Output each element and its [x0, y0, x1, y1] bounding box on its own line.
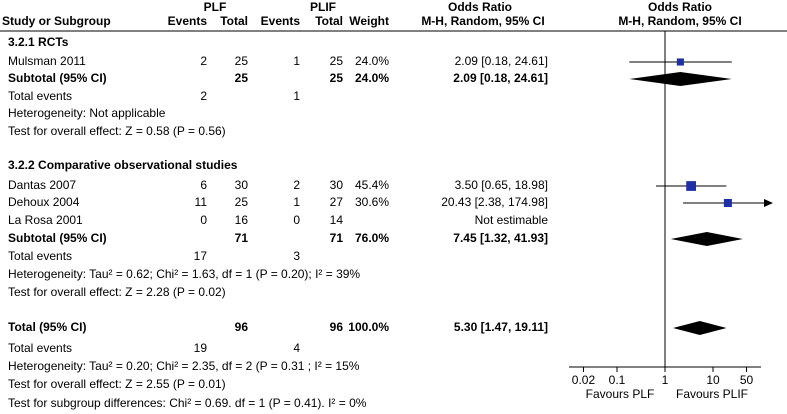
- cell: 14: [330, 213, 344, 227]
- or-title: Odds Ratio: [648, 0, 712, 14]
- cell: 3.50 [0.65, 18.98]: [455, 178, 548, 192]
- study-square: [686, 181, 697, 191]
- diamond: [629, 72, 732, 86]
- row-label: Total events: [8, 341, 72, 355]
- column-header: Events: [168, 14, 208, 28]
- cell: 30.6%: [355, 195, 389, 209]
- ci-arrow: [764, 199, 773, 207]
- cell: 1: [293, 89, 300, 103]
- diamond: [673, 321, 727, 335]
- cell: 96: [330, 320, 344, 334]
- cell: 11: [195, 195, 208, 209]
- column-header: M-H, Random, 95% CI: [421, 14, 544, 28]
- column-header: Total: [220, 14, 248, 28]
- diamond: [670, 232, 743, 246]
- cell: 4: [293, 341, 300, 355]
- cell: 25: [330, 71, 344, 85]
- cell: 2: [293, 178, 300, 192]
- cell: 1: [293, 54, 300, 68]
- cell: 2: [200, 54, 207, 68]
- cell: 5.30 [1.47, 19.11]: [454, 320, 548, 334]
- cell: 24.0%: [355, 71, 389, 85]
- row-label: Heterogeneity: Tau² = 0.62; Chi² = 1.63,…: [8, 267, 360, 281]
- cell: 25: [235, 71, 249, 85]
- row-label: 3.2.1 RCTs: [8, 35, 69, 49]
- cell: 0: [293, 213, 300, 227]
- cell: 100.0%: [348, 320, 389, 334]
- cell: 30: [235, 178, 249, 192]
- row-label: Heterogeneity: Not applicable: [8, 106, 166, 120]
- row-label: Total events: [8, 89, 72, 103]
- row-label: Subtotal (95% CI): [8, 231, 107, 245]
- x-tick-label: 10: [706, 373, 720, 387]
- row-label: Test for overall effect: Z = 2.55 (P = 0…: [8, 377, 226, 391]
- cell: 71: [330, 231, 344, 245]
- cell: 45.4%: [355, 178, 389, 192]
- x-tick-label: 1: [662, 373, 669, 387]
- cell: 6: [200, 178, 207, 192]
- row-label: Test for subgroup differences: Chi² = 0.…: [8, 396, 367, 410]
- or-title: Odds Ratio: [448, 0, 512, 14]
- cell: 1: [293, 195, 300, 209]
- cell: 17: [194, 249, 208, 263]
- x-tick-label: 50: [740, 373, 754, 387]
- column-header: Events: [261, 14, 301, 28]
- column-header: Study or Subgroup: [2, 14, 111, 28]
- cell: 2: [200, 89, 207, 103]
- x-tick-label: 0.02: [572, 373, 596, 387]
- cell: 19: [194, 341, 208, 355]
- cell: 2.09 [0.18, 24.61]: [453, 71, 548, 85]
- study-square: [676, 58, 684, 66]
- row-label: Total (95% CI): [8, 320, 86, 334]
- row-label: Dantas 2007: [8, 178, 76, 192]
- row-label: Heterogeneity: Tau² = 0.20; Chi² = 2.35,…: [8, 359, 360, 373]
- row-label: 3.2.2 Comparative observational studies: [8, 158, 238, 172]
- column-header: M-H, Random, 95% CI: [618, 14, 741, 28]
- cell: 0: [200, 213, 207, 227]
- x-label: Favours PLIF: [676, 387, 748, 401]
- group-label: PLIF: [310, 0, 336, 14]
- row-label: Test for overall effect: Z = 2.28 (P = 0…: [8, 285, 226, 299]
- row-label: Total events: [8, 249, 72, 263]
- cell: 3: [293, 249, 300, 263]
- cell: 7.45 [1.32, 41.93]: [453, 231, 548, 245]
- cell: 25: [235, 195, 249, 209]
- row-label: Test for overall effect: Z = 0.58 (P = 0…: [8, 124, 226, 138]
- row-label: Mulsman 2011: [8, 54, 86, 68]
- cell: 2.09 [0.18, 24.61]: [455, 54, 548, 68]
- cell: 25: [235, 54, 249, 68]
- group-label: PLF: [204, 0, 227, 14]
- cell: 24.0%: [355, 54, 389, 68]
- cell: 71: [235, 231, 249, 245]
- row-label: Dehoux 2004: [8, 195, 80, 209]
- cell: 20.43 [2.38, 174.98]: [441, 195, 548, 209]
- cell: 30: [330, 178, 344, 192]
- x-label: Favours PLF: [586, 387, 655, 401]
- row-label: Subtotal (95% CI): [8, 71, 107, 85]
- cell: 16: [235, 213, 249, 227]
- cell: 27: [330, 195, 344, 209]
- row-label: La Rosa 2001: [8, 213, 83, 227]
- study-square: [723, 198, 732, 208]
- cell: 25: [330, 54, 344, 68]
- cell: 76.0%: [355, 231, 389, 245]
- cell: Not estimable: [475, 213, 549, 227]
- cell: 96: [235, 320, 249, 334]
- x-tick-label: 0.1: [609, 373, 626, 387]
- column-header: Weight: [349, 14, 389, 28]
- column-header: Total: [315, 14, 343, 28]
